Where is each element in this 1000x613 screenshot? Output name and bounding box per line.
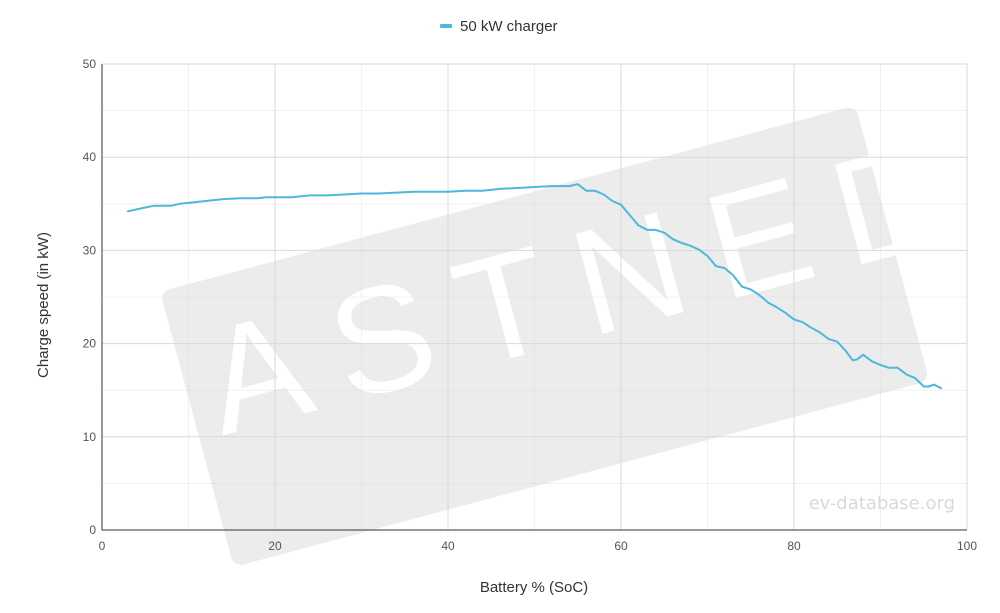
x-tick-label: 0 <box>99 539 106 553</box>
axes <box>101 64 967 531</box>
y-tick-label: 10 <box>83 430 97 444</box>
x-tick-label: 60 <box>614 539 628 553</box>
legend-swatch <box>440 24 452 28</box>
x-tick-label: 80 <box>787 539 801 553</box>
y-axis-title: Charge speed (in kW) <box>35 232 52 378</box>
series-lines <box>127 183 942 390</box>
y-tick-label: 50 <box>83 57 97 71</box>
x-tick-label: 100 <box>957 539 977 553</box>
x-tick-labels: 0 20 40 60 80 100 <box>99 539 978 553</box>
y-tick-labels: 0 10 20 30 40 50 <box>83 57 97 537</box>
y-tick-label: 40 <box>83 150 97 164</box>
gridlines <box>102 63 968 530</box>
y-tick-label: 30 <box>83 243 97 257</box>
x-tick-label: 20 <box>268 539 282 553</box>
x-axis-title: Battery % (SoC) <box>480 579 588 596</box>
legend-label: 50 kW charger <box>460 18 558 35</box>
y-tick-label: 0 <box>89 523 96 537</box>
y-tick-label: 20 <box>83 337 97 351</box>
series-line-50kw-charger <box>127 183 942 390</box>
watermark-badge <box>162 107 928 565</box>
credit-watermark: ev-database.org <box>809 493 955 514</box>
x-tick-label: 40 <box>441 539 455 553</box>
legend: 50 kW charger <box>440 18 558 35</box>
